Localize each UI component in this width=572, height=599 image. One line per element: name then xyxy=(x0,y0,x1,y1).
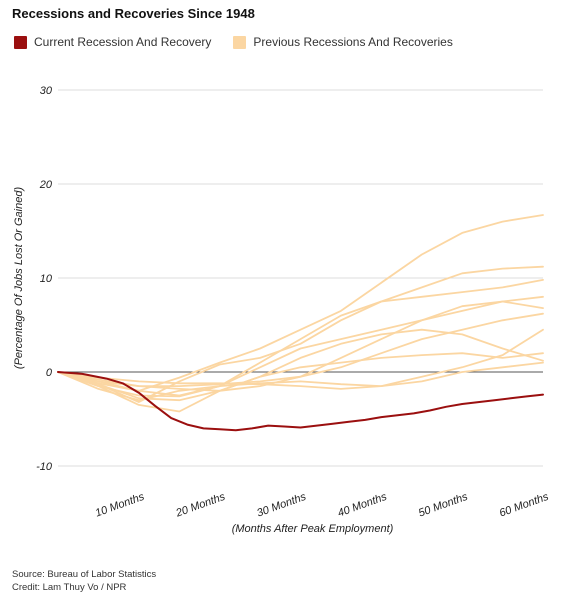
series-line-previous xyxy=(57,278,544,398)
legend-swatch-previous xyxy=(233,35,247,49)
legend: Current Recession And Recovery Previous … xyxy=(14,35,475,49)
legend-item-previous[interactable]: Previous Recessions And Recoveries xyxy=(233,35,453,49)
series-line-previous xyxy=(57,328,544,413)
x-tick-label: 10 Months xyxy=(94,491,147,520)
series-line-current xyxy=(57,371,544,432)
chart-title: Recessions and Recoveries Since 1948 xyxy=(12,6,255,21)
x-tick-label: 30 Months xyxy=(255,491,308,520)
y-tick-label: 10 xyxy=(40,273,53,285)
series-line-previous xyxy=(57,300,544,397)
y-tick-label: 0 xyxy=(46,367,53,379)
source-note: Source: Bureau of Labor Statistics xyxy=(12,569,157,580)
legend-item-current[interactable]: Current Recession And Recovery xyxy=(14,35,211,49)
line-chart: -10 0 10 20 30 10 Months 20 Months 30 Months 40 … xyxy=(13,85,551,535)
series-line-previous xyxy=(57,361,544,402)
legend-label-previous: Previous Recessions And Recoveries xyxy=(253,35,453,49)
x-tick-label: 60 Months xyxy=(498,491,551,520)
x-tick-label: 50 Months xyxy=(417,491,470,520)
series-line-previous xyxy=(57,352,544,402)
y-tick-label: -10 xyxy=(36,461,53,473)
credit-note: Credit: Lam Thuy Vo / NPR xyxy=(12,582,127,593)
y-tick-label: 30 xyxy=(40,85,53,97)
y-tick-label: 20 xyxy=(39,179,53,191)
x-tick-label: 20 Months xyxy=(174,491,228,520)
series-line-previous xyxy=(57,312,544,388)
legend-swatch-current xyxy=(14,35,27,49)
legend-label-current: Current Recession And Recovery xyxy=(34,35,212,49)
series-line-previous xyxy=(57,328,544,390)
x-tick-label: 40 Months xyxy=(336,491,389,520)
series-line-previous xyxy=(57,265,544,404)
y-axis-label: (Percentage Of Jobs Lost Or Gained) xyxy=(13,187,25,370)
x-axis-label: (Months After Peak Employment) xyxy=(232,523,394,535)
